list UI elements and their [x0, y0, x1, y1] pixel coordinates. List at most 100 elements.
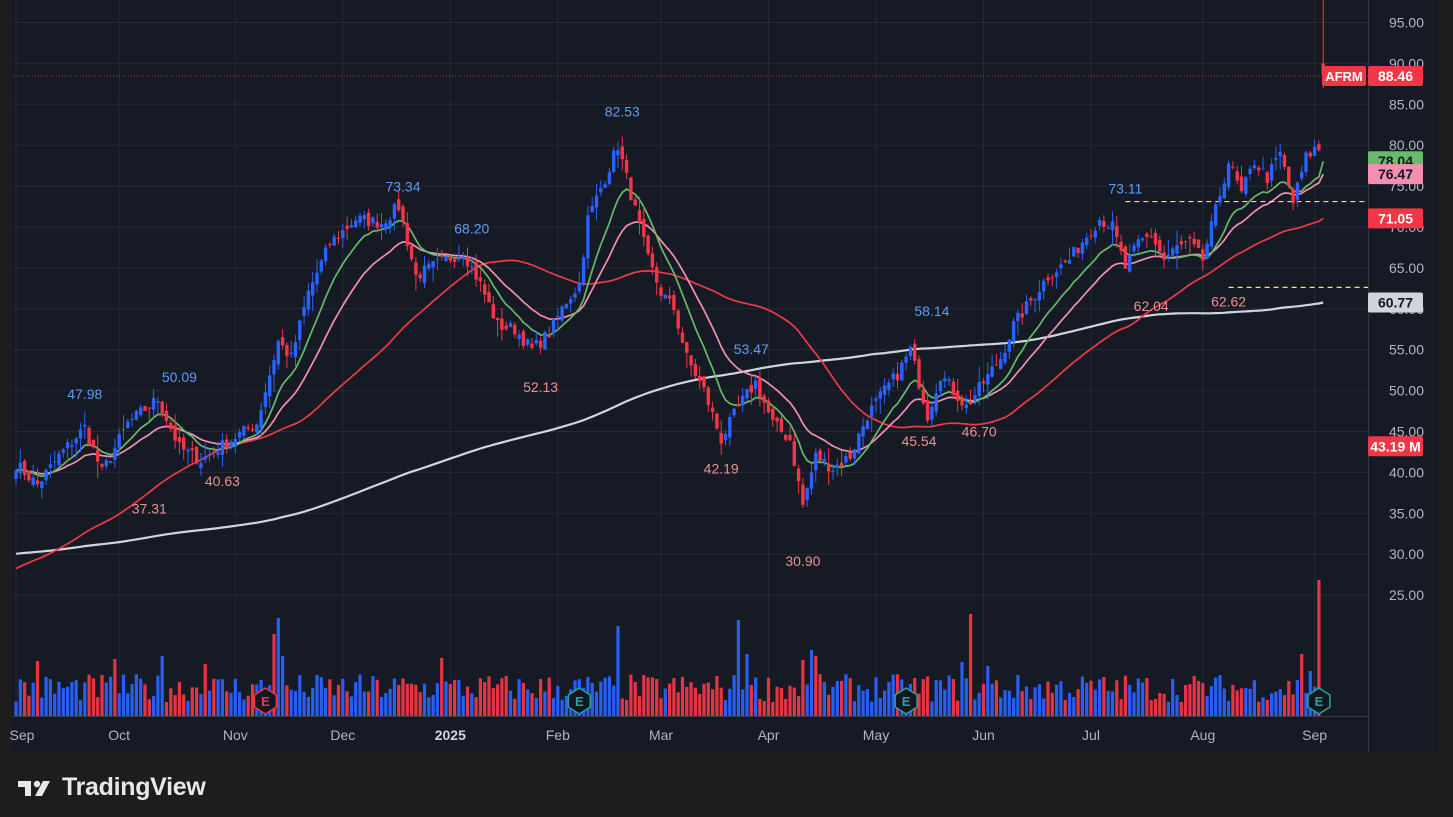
volume-bar	[801, 660, 805, 716]
volume-bar	[35, 661, 40, 716]
grid	[14, 0, 1368, 716]
volume-bar	[521, 682, 525, 716]
time-axis-tick: Feb	[546, 727, 570, 743]
volume-bar	[48, 679, 52, 716]
volume-bar	[844, 674, 848, 716]
volume-bar	[719, 687, 723, 716]
candle-body	[465, 258, 470, 267]
candle-body	[728, 416, 732, 438]
earnings-marker: E	[894, 687, 918, 715]
volume-bar	[1295, 679, 1299, 716]
candle-body	[667, 295, 672, 299]
candle-body	[392, 204, 397, 219]
low-label: 52.13	[523, 379, 558, 395]
volume-bar	[1119, 699, 1123, 716]
candle-body	[1218, 196, 1222, 203]
candle-body	[994, 364, 999, 366]
candle-body	[1149, 236, 1153, 238]
candle-body	[839, 462, 844, 467]
candle-body	[865, 420, 870, 430]
candle-body	[1054, 272, 1059, 278]
volume-bar	[487, 676, 491, 716]
candle-body	[964, 404, 968, 409]
volume-bar	[44, 676, 48, 716]
candle-body	[48, 464, 53, 468]
candle-body	[624, 160, 629, 173]
volume-bar	[328, 679, 332, 716]
high-label: 58.14	[914, 303, 949, 319]
candle-body	[818, 450, 822, 461]
candle-body	[1158, 240, 1162, 252]
candle-body	[870, 405, 874, 417]
volume-bar	[431, 695, 435, 716]
volume-bar	[298, 675, 302, 716]
volume-bar	[1132, 692, 1136, 716]
volume-bar	[126, 693, 130, 716]
volume-bar	[379, 696, 384, 716]
volume-bar	[147, 699, 151, 716]
volume-bar	[1042, 698, 1046, 716]
volume-bar	[766, 677, 771, 716]
volume-bar	[440, 658, 444, 716]
price-axis-tick: 30.00	[1389, 546, 1424, 562]
volume-bar	[225, 691, 229, 716]
candle-body	[814, 452, 818, 471]
candle-body	[190, 448, 194, 451]
candle-body	[904, 356, 908, 363]
candle-body	[35, 480, 40, 485]
candle-body	[900, 362, 904, 381]
volume-bar	[504, 675, 508, 716]
candle-body	[1089, 235, 1093, 237]
volume-bar	[689, 682, 693, 716]
candle-body	[1119, 241, 1123, 251]
candle-body	[405, 222, 409, 246]
candle-body	[375, 221, 379, 228]
volume-bar	[1252, 680, 1256, 716]
price-axis-tick: 40.00	[1389, 464, 1424, 480]
candle-body	[182, 437, 186, 450]
candle-body	[311, 282, 315, 296]
earnings-letter: E	[902, 694, 911, 709]
high-label: 68.20	[454, 221, 489, 237]
volume-bar	[422, 683, 427, 716]
time-axis-tick: Sep	[1302, 727, 1327, 743]
candle-body	[237, 432, 242, 438]
volume-bar	[883, 690, 887, 716]
volume-bar	[169, 688, 173, 716]
candle-body	[22, 461, 27, 476]
volume-bar	[702, 683, 706, 716]
volume-bar	[539, 679, 543, 716]
volume-bar	[809, 650, 814, 716]
tradingview-brand[interactable]: TradingView	[16, 773, 206, 802]
candle-body	[216, 452, 220, 455]
candle-body	[336, 237, 341, 239]
candle-body	[564, 303, 569, 309]
candle-body	[1308, 152, 1312, 157]
candle-body	[74, 438, 78, 444]
price-badge: 76.47	[1368, 164, 1423, 185]
candle-body	[96, 449, 100, 462]
volume-bar	[1145, 678, 1149, 716]
candle-body	[633, 199, 637, 206]
candle-body	[207, 454, 212, 456]
low-label: 42.19	[704, 460, 739, 476]
candle-body	[805, 487, 809, 501]
candle-body	[685, 342, 689, 353]
volume-bar	[711, 689, 715, 716]
candle-body	[44, 469, 48, 481]
volume-bar	[1261, 697, 1265, 716]
candle-body	[934, 393, 938, 412]
candle-body	[792, 441, 796, 466]
volume-bar	[977, 692, 981, 716]
candle-body	[809, 472, 814, 489]
candle-body	[538, 340, 543, 348]
candle-body	[521, 331, 526, 346]
candle-body	[1136, 239, 1140, 248]
volume-bar	[358, 674, 362, 716]
candle-body	[745, 389, 749, 399]
candle-body	[758, 378, 762, 398]
volume-bar	[1149, 700, 1153, 716]
candle-body	[698, 376, 702, 381]
